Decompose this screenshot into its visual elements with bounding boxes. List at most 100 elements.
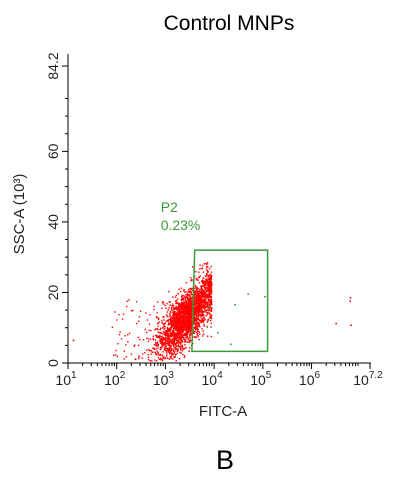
data-point <box>185 291 187 293</box>
data-point <box>188 336 191 338</box>
data-point <box>188 288 190 291</box>
data-point <box>177 319 179 321</box>
data-point <box>190 321 193 323</box>
data-point <box>187 326 189 329</box>
data-point <box>196 321 198 323</box>
data-point <box>196 279 198 281</box>
data-point <box>179 307 181 309</box>
data-point <box>187 323 189 325</box>
data-point <box>155 328 157 330</box>
data-point <box>176 352 178 355</box>
y-tick-label: 0 <box>45 359 61 367</box>
data-point <box>181 348 183 350</box>
data-point <box>185 311 188 313</box>
data-point <box>164 304 166 307</box>
data-point <box>164 343 166 345</box>
data-point <box>189 323 191 326</box>
data-point <box>186 302 188 305</box>
data-point <box>168 290 170 293</box>
data-point <box>169 338 171 340</box>
data-point <box>195 319 197 321</box>
data-point <box>161 319 163 322</box>
data-point <box>174 354 177 356</box>
data-point <box>210 285 213 287</box>
data-point <box>181 329 183 331</box>
data-point <box>196 319 198 321</box>
data-point <box>182 305 185 307</box>
data-point <box>176 330 179 333</box>
data-point <box>162 323 165 325</box>
data-point <box>183 355 186 357</box>
data-point <box>202 330 205 332</box>
data-point <box>186 296 188 298</box>
data-point <box>210 307 213 309</box>
data-point <box>183 295 186 297</box>
data-point <box>198 309 200 311</box>
data-point <box>206 263 208 265</box>
data-point <box>164 332 166 335</box>
data-point <box>208 304 210 306</box>
data-point <box>177 340 179 342</box>
data-point <box>188 290 190 293</box>
data-point <box>176 334 178 336</box>
data-point <box>183 320 186 323</box>
data-point <box>173 324 175 326</box>
data-point <box>180 312 183 314</box>
data-point <box>185 305 187 307</box>
data-point <box>181 317 183 319</box>
data-point <box>180 334 183 336</box>
data-point <box>157 344 159 347</box>
data-point <box>178 288 180 290</box>
data-point <box>160 327 162 330</box>
data-point <box>194 284 197 287</box>
data-point <box>169 332 172 335</box>
data-point <box>204 288 207 290</box>
data-point <box>169 318 172 320</box>
data-point <box>186 301 188 303</box>
data-point <box>200 321 202 324</box>
data-point <box>190 339 193 341</box>
data-point <box>165 337 167 339</box>
data-point <box>195 305 197 308</box>
data-point <box>123 358 125 360</box>
data-point <box>154 351 156 353</box>
data-point <box>172 319 174 321</box>
data-point <box>168 318 170 321</box>
data-point <box>174 346 177 349</box>
data-point <box>165 330 167 332</box>
data-point <box>178 328 180 330</box>
data-point <box>209 285 212 288</box>
data-point <box>173 317 176 319</box>
y-axis-label: SSC-A (10³) <box>11 174 28 255</box>
data-point <box>195 325 197 327</box>
data-point <box>136 322 138 325</box>
data-point <box>194 313 196 316</box>
data-point <box>203 280 206 283</box>
data-point <box>187 318 189 320</box>
data-point <box>179 329 182 331</box>
data-point <box>196 331 198 334</box>
data-point <box>185 330 187 332</box>
data-point <box>193 336 196 338</box>
data-point <box>201 300 203 303</box>
data-point <box>190 315 192 318</box>
data-point <box>169 346 171 348</box>
data-point <box>164 356 166 359</box>
data-point <box>172 311 174 313</box>
data-point <box>155 360 158 362</box>
data-point <box>134 358 136 360</box>
data-point <box>203 290 205 292</box>
data-point <box>133 345 135 347</box>
data-point <box>186 294 189 297</box>
data-point <box>209 299 211 301</box>
data-point <box>182 319 184 322</box>
data-point <box>173 347 175 349</box>
data-point <box>205 295 207 297</box>
data-point <box>173 329 175 332</box>
data-point <box>182 309 184 311</box>
data-point <box>157 354 159 356</box>
data-point <box>184 296 186 299</box>
data-point <box>174 332 176 334</box>
x-tick-label: 103 <box>153 370 175 388</box>
data-point <box>172 334 175 337</box>
